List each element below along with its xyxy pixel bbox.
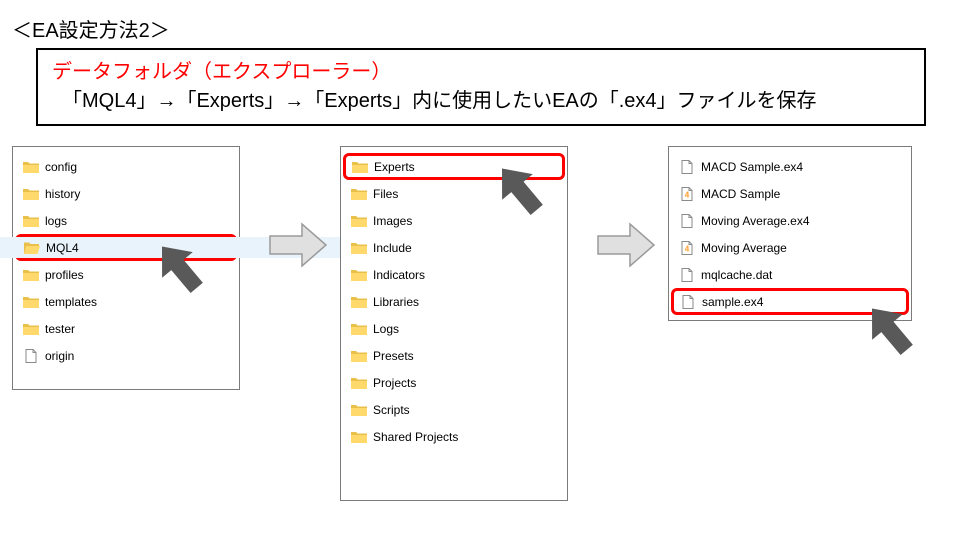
folder-icon <box>351 214 367 228</box>
list-item-label: config <box>45 160 77 174</box>
list-item[interactable]: templates <box>21 288 231 315</box>
folder-icon <box>351 268 367 282</box>
list-item-label: Include <box>373 241 412 255</box>
list-item-label: MQL4 <box>46 241 79 255</box>
list-item[interactable]: history <box>21 180 231 207</box>
list-item[interactable]: Libraries <box>349 288 559 315</box>
file-icon <box>680 295 696 309</box>
page-title: ＜EA設定方法2＞ <box>12 14 170 43</box>
list-item-label: history <box>45 187 80 201</box>
folder-icon <box>23 268 39 282</box>
folder-icon <box>351 295 367 309</box>
folder-icon <box>351 322 367 336</box>
list-item-label: Scripts <box>373 403 410 417</box>
list-item-label: logs <box>45 214 67 228</box>
instruction-line2: 「MQL4」→「Experts」→「Experts」内に使用したいEAの「.ex… <box>52 87 910 116</box>
list-item-label: MACD Sample <box>701 187 780 201</box>
list-item[interactable]: Presets <box>349 342 559 369</box>
list-item-label: Logs <box>373 322 399 336</box>
folder-panel-3: MACD Sample.ex4 4 MACD Sample Moving Averag… <box>668 146 912 321</box>
list-item-label: MACD Sample.ex4 <box>701 160 803 174</box>
folder-icon <box>351 430 367 444</box>
list-item[interactable]: 4 MACD Sample <box>677 180 903 207</box>
list-item-label: Shared Projects <box>373 430 458 444</box>
file-icon <box>679 268 695 282</box>
list-item-label: Presets <box>373 349 414 363</box>
list-item[interactable]: mqlcache.dat <box>677 261 903 288</box>
list-item[interactable]: Logs <box>349 315 559 342</box>
instruction-line1: データフォルダ（エクスプローラー） <box>52 58 910 87</box>
folder-icon <box>351 187 367 201</box>
svg-text:4: 4 <box>685 190 690 199</box>
list-item[interactable]: tester <box>21 315 231 342</box>
list-item[interactable]: Indicators <box>349 261 559 288</box>
file-icon <box>679 160 695 174</box>
list-item-label: mqlcache.dat <box>701 268 772 282</box>
list-item-label: Files <box>373 187 398 201</box>
folder-icon <box>352 160 368 174</box>
folder-icon <box>351 376 367 390</box>
list-item-label: tester <box>45 322 75 336</box>
list-item-label: profiles <box>45 268 84 282</box>
list-item-label: Moving Average.ex4 <box>701 214 810 228</box>
list-item[interactable]: MACD Sample.ex4 <box>677 153 903 180</box>
list-item[interactable]: config <box>21 153 231 180</box>
list-item-label: Indicators <box>373 268 425 282</box>
list-item[interactable]: Projects <box>349 369 559 396</box>
folder-icon <box>351 241 367 255</box>
list-item-label: Experts <box>374 160 415 174</box>
folder-icon <box>23 160 39 174</box>
folder-open-icon <box>24 241 40 255</box>
list-item[interactable]: Shared Projects <box>349 423 559 450</box>
list-item-label: sample.ex4 <box>702 295 763 309</box>
svg-text:4: 4 <box>685 244 690 253</box>
list-item-label: Projects <box>373 376 416 390</box>
step-arrow-1 <box>268 222 328 268</box>
list-item[interactable]: Moving Average.ex4 <box>677 207 903 234</box>
list-item-label: Moving Average <box>701 241 787 255</box>
list-item[interactable]: Scripts <box>349 396 559 423</box>
folder-icon <box>23 322 39 336</box>
mq4-icon: 4 <box>679 187 695 201</box>
mq4-icon: 4 <box>679 241 695 255</box>
folder-icon <box>351 349 367 363</box>
list-item[interactable]: 4 Moving Average <box>677 234 903 261</box>
list-item-label: origin <box>45 349 74 363</box>
instruction-box: データフォルダ（エクスプローラー） 「MQL4」→「Experts」→「Expe… <box>36 48 926 126</box>
folder-icon <box>23 295 39 309</box>
list-item[interactable]: origin <box>21 342 231 369</box>
list-item-label: Images <box>373 214 412 228</box>
list-item-label: Libraries <box>373 295 419 309</box>
list-item-label: templates <box>45 295 97 309</box>
step-arrow-2 <box>596 222 656 268</box>
folder-icon <box>23 214 39 228</box>
file-icon <box>679 214 695 228</box>
folder-icon <box>351 403 367 417</box>
list-item[interactable]: logs <box>21 207 231 234</box>
file-icon <box>23 349 39 363</box>
folder-icon <box>23 187 39 201</box>
list-item[interactable]: Include <box>349 234 559 261</box>
